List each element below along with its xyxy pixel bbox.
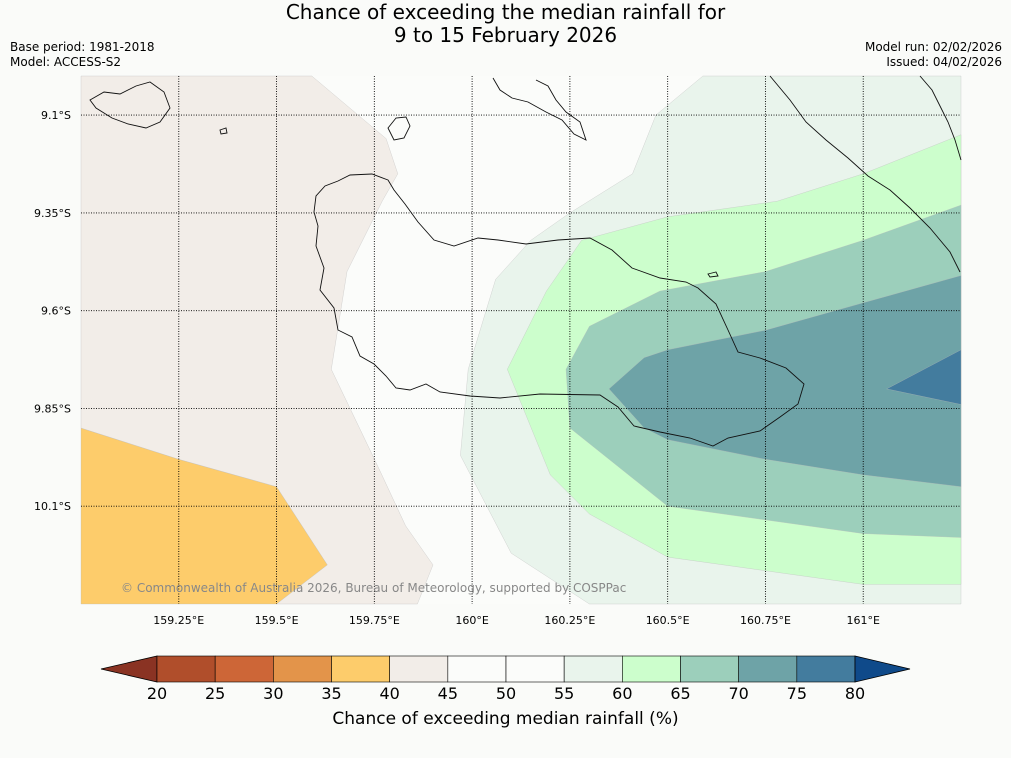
colorbar-segment — [622, 655, 681, 683]
model-run-text: Model run: 02/02/2026 — [864, 40, 1002, 54]
issued-text: Issued: 04/02/2026 — [886, 55, 1002, 69]
y-tick-label: 9.85°S — [34, 402, 71, 415]
colorbar-segment — [563, 655, 623, 683]
y-tick-label: 9.35°S — [34, 207, 71, 220]
chart-title-line2: 9 to 15 February 2026 — [393, 23, 618, 47]
colorbar-tick-label: 25 — [204, 684, 226, 703]
x-tick-label: 160.5°E — [646, 614, 690, 627]
colorbar-title: Chance of exceeding median rainfall (%) — [332, 709, 679, 729]
graticule — [81, 76, 961, 604]
colorbar-segment — [156, 655, 216, 683]
chart-title-line1: Chance of exceeding the median rainfall … — [285, 0, 726, 24]
colorbar-tick-label: 20 — [146, 684, 168, 703]
colorbar-segment — [796, 655, 856, 683]
contour-region-75-80 — [886, 349, 962, 405]
colorbar-segment — [273, 655, 332, 683]
colorbar-over-arrow — [854, 655, 911, 683]
coastline-island-small — [387, 116, 411, 141]
coastline-north-islands — [492, 77, 587, 141]
colorbar-under-arrow — [100, 655, 158, 683]
colorbar-tick-label: 45 — [437, 684, 458, 703]
x-tick-label: 160.75°E — [740, 614, 791, 627]
coastline-island-nw — [89, 81, 171, 129]
coastlines — [89, 75, 962, 447]
y-tick-label: 9.6°S — [41, 305, 71, 318]
coastline-islet2 — [219, 127, 228, 135]
coastline-islet — [707, 271, 719, 278]
x-tick-label: 159.75°E — [349, 614, 400, 627]
colorbar-tick-label: 75 — [786, 684, 807, 703]
coastline-south-guadalcanal — [313, 173, 805, 447]
colorbar-tick-label: 40 — [379, 684, 400, 703]
contour-regions — [80, 75, 962, 605]
colorbar — [100, 655, 911, 683]
colorbar-tick-label: 30 — [263, 684, 284, 703]
colorbar-segment — [505, 655, 565, 683]
y-tick-label: 9.1°S — [41, 109, 71, 122]
x-tick-label: 160.25°E — [544, 614, 595, 627]
colorbar-segment — [331, 655, 390, 683]
coastline-ne — [919, 75, 962, 161]
x-tick-label: 160°E — [455, 614, 488, 627]
x-tick-labels: 159.25°E 159.5°E 159.75°E 160°E 160.25°E 160.… — [153, 614, 880, 627]
copyright-text: © Commonwealth of Australia 2026, Bureau… — [121, 581, 626, 595]
colorbar-segment — [447, 655, 507, 683]
x-tick-label: 159.5°E — [255, 614, 299, 627]
colorbar-tick-label: 50 — [495, 684, 517, 703]
colorbar-tick-label: 80 — [844, 684, 866, 703]
x-tick-label: 161°E — [846, 614, 879, 627]
base-period-text: Base period: 1981-2018 — [10, 40, 155, 54]
colorbar-segment — [738, 655, 798, 683]
y-tick-labels: 9.1°S 9.35°S 9.6°S 9.85°S 10.1°S — [34, 109, 71, 513]
coastline-east-malaita — [769, 75, 961, 273]
colorbar-tick-label: 70 — [728, 684, 749, 703]
colorbar-tick-label: 65 — [670, 684, 691, 703]
contour-region-40-45 — [80, 75, 434, 605]
colorbar-tick-label: 55 — [553, 684, 575, 703]
colorbar-tick-label: 35 — [321, 684, 342, 703]
y-tick-label: 10.1°S — [34, 500, 71, 513]
colorbar-segment — [214, 655, 274, 683]
colorbar-segment — [389, 655, 449, 683]
colorbar-segment — [680, 655, 739, 683]
model-text: Model: ACCESS-S2 — [10, 55, 122, 69]
x-tick-label: 159.25°E — [153, 614, 204, 627]
colorbar-tick-label: 60 — [612, 684, 633, 703]
